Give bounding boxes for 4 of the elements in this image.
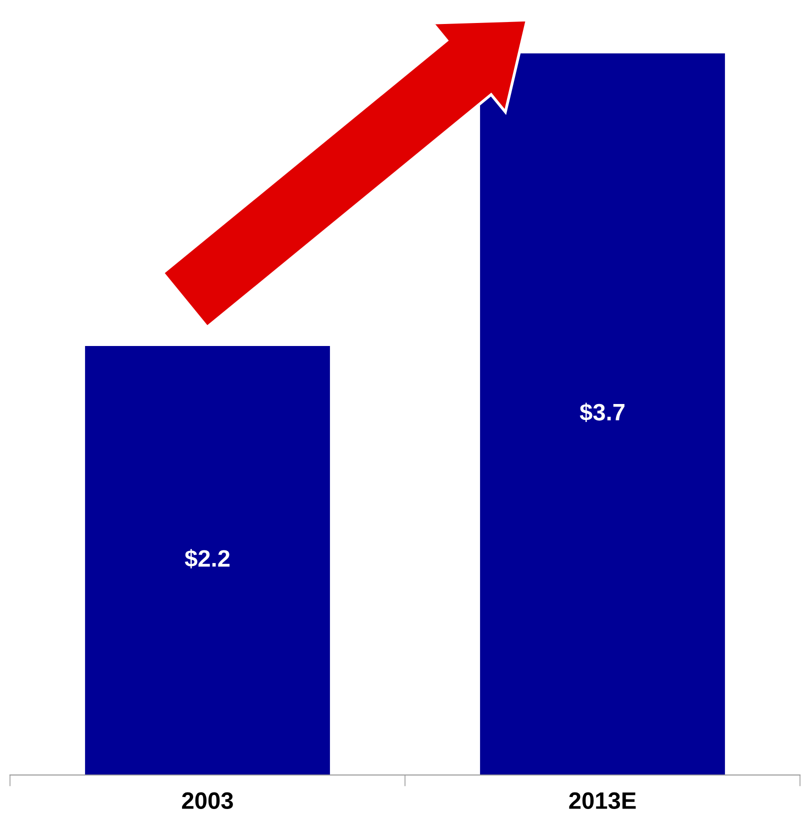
data-label: $3.7 xyxy=(580,402,624,422)
x-tick-label: 2003 xyxy=(182,792,233,810)
x-tick-label: 2013E xyxy=(569,792,636,810)
data-label: $2.2 xyxy=(184,549,230,568)
